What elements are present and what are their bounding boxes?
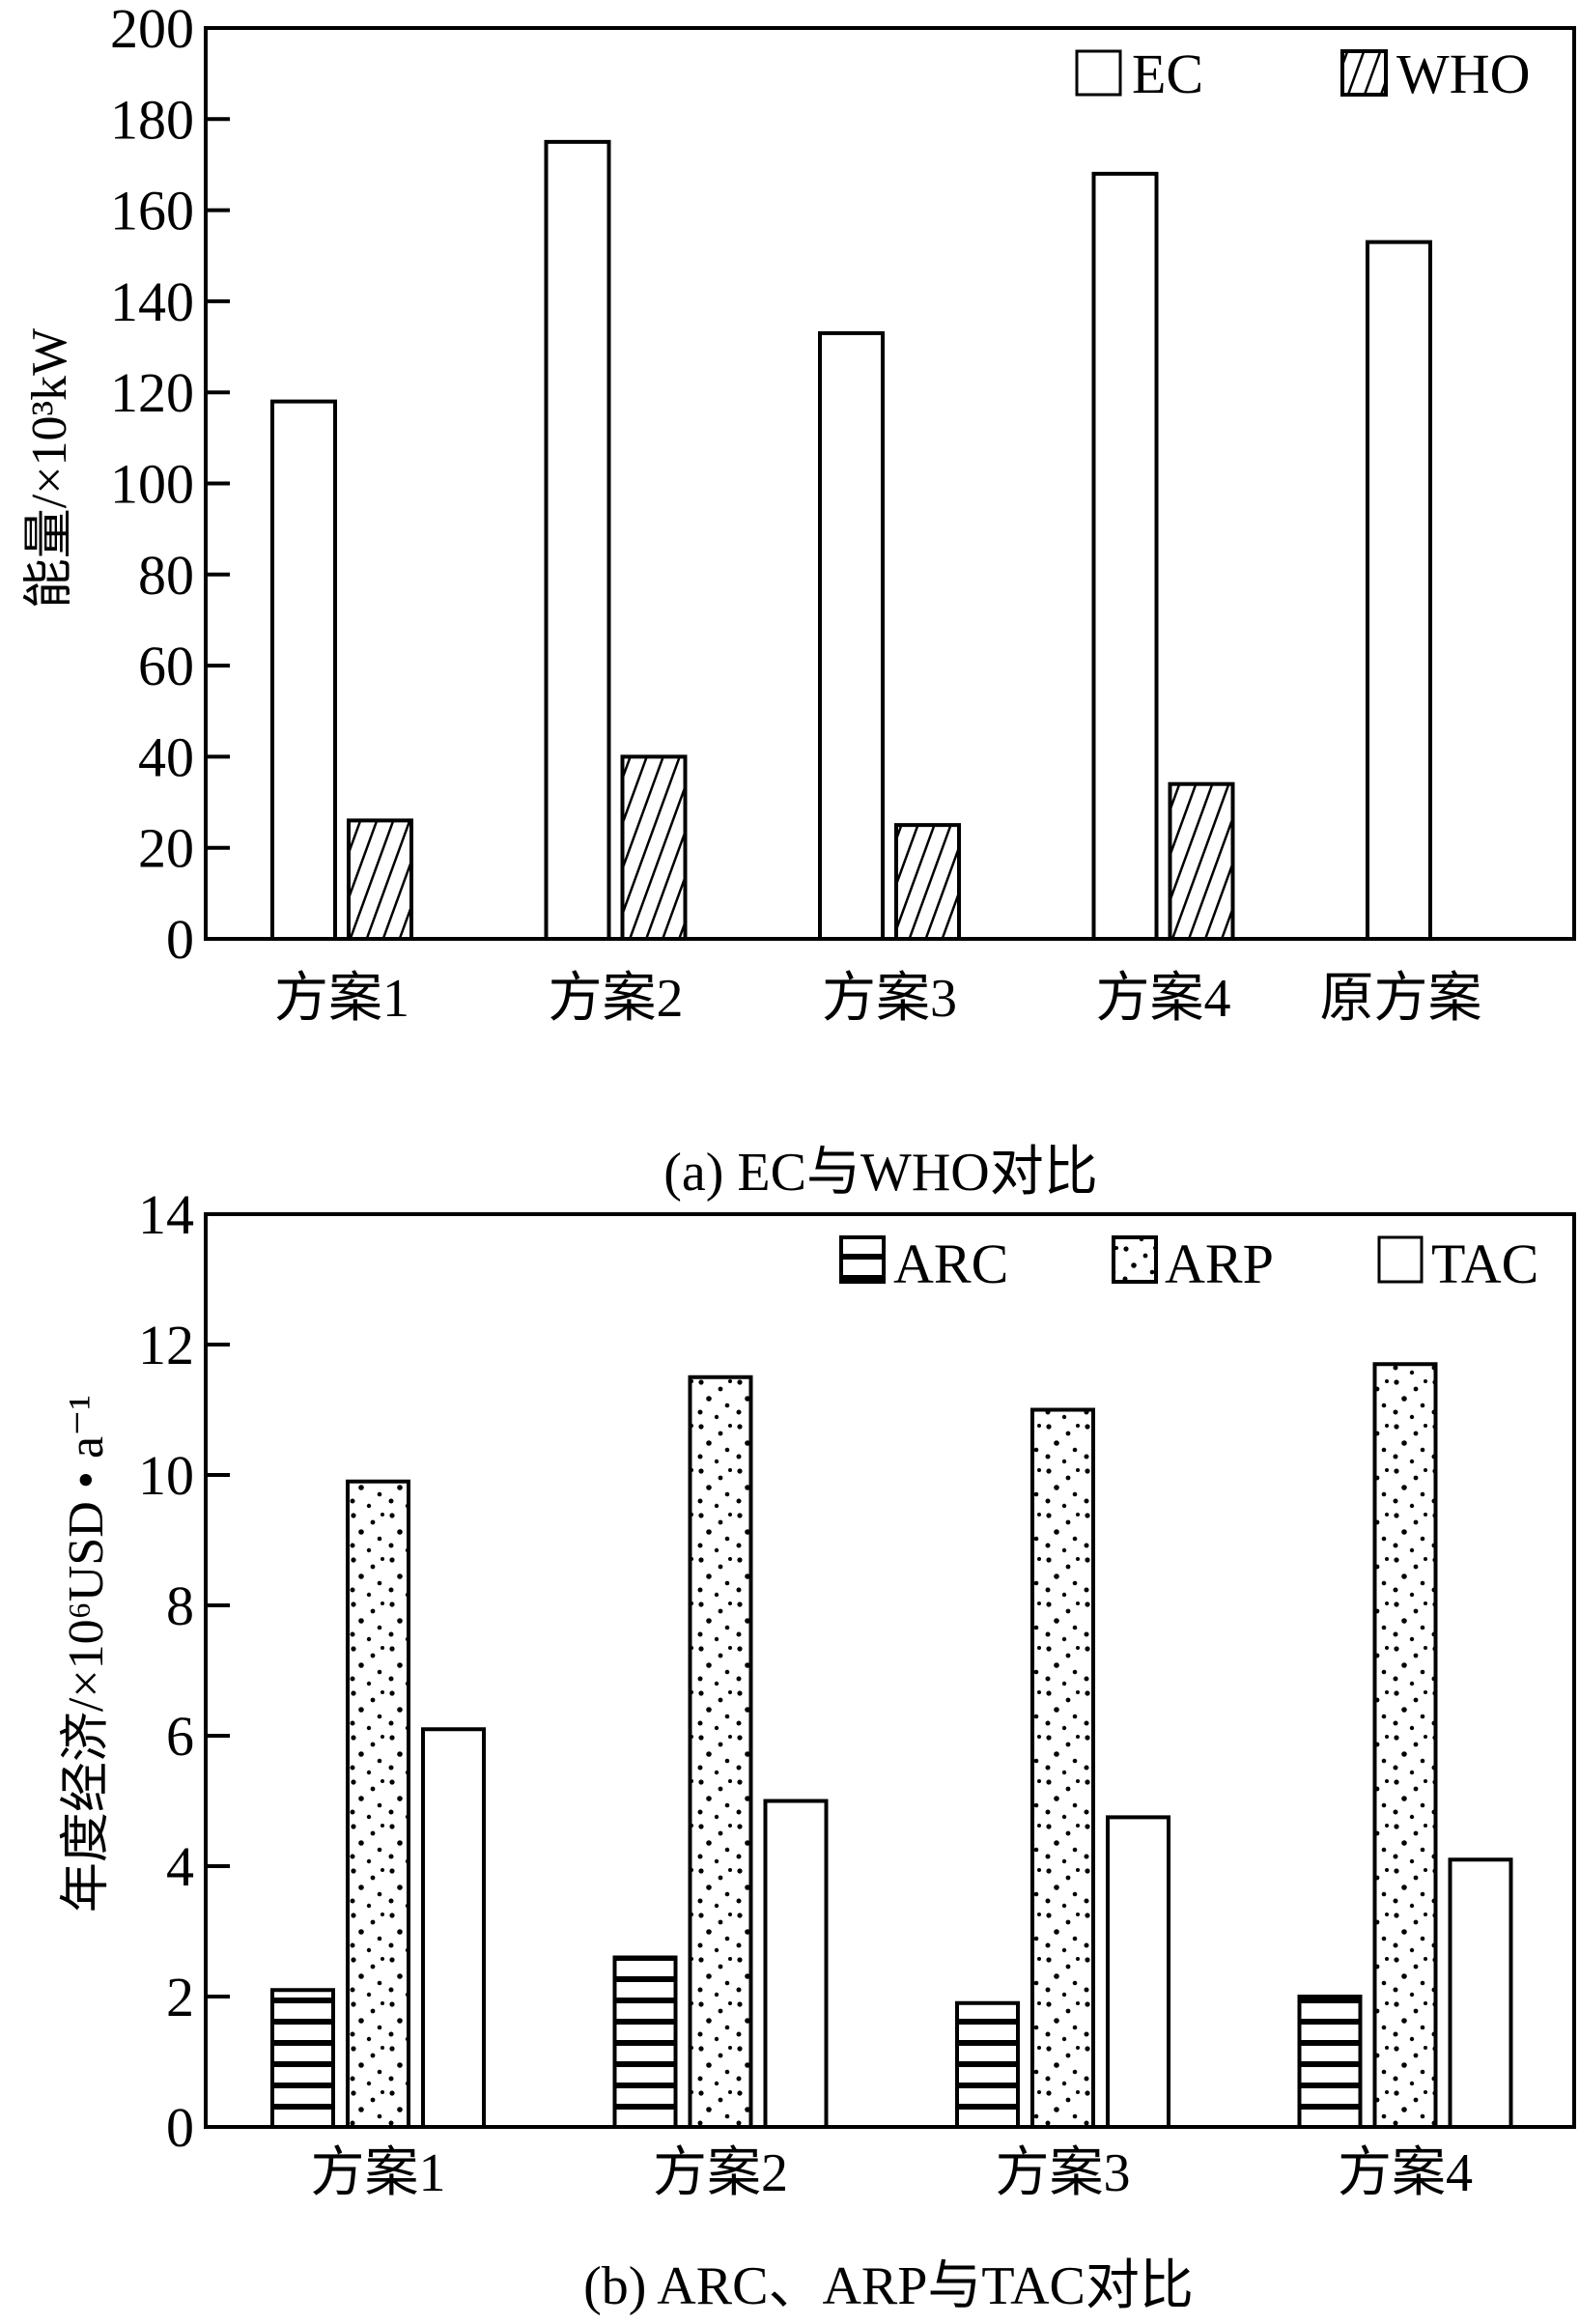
- y-tick-label: 4: [166, 1835, 194, 1898]
- chart-a: 0 20 40 60 80 100 120 140 160 180 200 方案1 方案2 方案3 方案4…: [22, 0, 1576, 1203]
- bar-arp-2: [688, 1375, 753, 2129]
- x-category-label: 方案4: [1338, 2143, 1473, 2203]
- y-tick-label: 0: [166, 908, 194, 971]
- y-tick-label: 200: [110, 0, 194, 60]
- y-tick-label: 12: [138, 1314, 194, 1376]
- legend-label-arc: ARC: [893, 1233, 1008, 1295]
- chart-b-y-ticks: 0 2 4 6 8 10 12 14: [138, 1183, 230, 2159]
- chart-b-categories: 方案1 方案2 方案3 方案4: [311, 2143, 1474, 2203]
- bar-arc-3: [955, 2000, 1020, 2129]
- chart-a-categories: 方案1 方案2 方案3 方案4 原方案: [274, 969, 1482, 1029]
- x-category-label: 方案4: [1096, 969, 1231, 1029]
- bar-arp-1: [346, 1479, 410, 2129]
- bar-ec-3: [818, 330, 885, 941]
- legend-label-who: WHO: [1396, 43, 1531, 105]
- y-tick-label: 40: [138, 725, 194, 788]
- bar-arc-4: [1297, 1995, 1363, 2129]
- legend-swatch-tac: [1377, 1235, 1424, 1284]
- y-tick-label: 60: [138, 635, 194, 697]
- x-category-label: 方案3: [996, 2143, 1131, 2203]
- x-category-label: 方案2: [549, 969, 684, 1029]
- chart-b: 0 2 4 6 8 10 12 14 方案1 方案2 方案3 方案4 年度经济/×10⁶USD • …: [59, 1183, 1576, 2316]
- chart-b-caption: (b) ARC、ARP与TAC对比: [583, 2256, 1194, 2316]
- y-tick-label: 100: [110, 453, 194, 516]
- y-tick-label: 0: [166, 2096, 194, 2159]
- y-tick-label: 14: [138, 1183, 194, 1246]
- chart-b-bars: [270, 1362, 1513, 2129]
- y-tick-label: 120: [110, 361, 194, 424]
- bar-tac-3: [1106, 1815, 1170, 2129]
- y-tick-label: 180: [110, 88, 194, 151]
- chart-a-bars: [270, 139, 1432, 942]
- y-tick-label: 140: [110, 270, 194, 333]
- bar-ec-5: [1366, 240, 1432, 942]
- y-tick-label: 2: [166, 1966, 194, 2028]
- y-tick-label: 160: [110, 180, 194, 242]
- x-category-label: 方案1: [311, 2143, 446, 2203]
- bar-tac-1: [421, 1727, 486, 2129]
- bar-tac-4: [1448, 1857, 1513, 2129]
- bar-arc-2: [612, 1955, 678, 2129]
- legend-swatch-ec: [1075, 49, 1122, 97]
- x-category-label: 原方案: [1320, 969, 1482, 1029]
- y-tick-label: 20: [138, 817, 194, 880]
- legend-swatch-who: [1340, 49, 1388, 97]
- x-category-label: 方案1: [274, 969, 409, 1029]
- y-tick-label: 10: [138, 1444, 194, 1507]
- bar-ec-4: [1091, 171, 1159, 941]
- bar-tac-2: [763, 1799, 829, 2129]
- chart-a-legend: EC WHO: [1075, 43, 1531, 105]
- bar-who-1: [347, 818, 413, 941]
- bar-who-3: [894, 823, 961, 941]
- y-tick-label: 80: [138, 544, 194, 607]
- bar-who-4: [1168, 781, 1235, 941]
- legend-swatch-arc: [839, 1235, 886, 1284]
- chart-b-legend: ARC ARP TAC: [839, 1233, 1538, 1295]
- bar-arp-4: [1372, 1362, 1438, 2129]
- chart-a-y-axis-label: 能量/×10³kW: [22, 328, 77, 609]
- bar-ec-2: [544, 139, 611, 941]
- y-tick-label: 6: [166, 1705, 194, 1768]
- x-category-label: 方案3: [822, 969, 957, 1029]
- legend-swatch-arp: [1112, 1235, 1158, 1284]
- bar-who-2: [620, 754, 688, 942]
- bar-arc-1: [270, 1988, 335, 2129]
- bar-ec-1: [270, 399, 337, 941]
- legend-label-ec: EC: [1132, 43, 1203, 105]
- chart-b-y-axis-label: 年度经济/×10⁶USD • a⁻¹: [59, 1395, 114, 1913]
- chart-a-y-ticks: 0 20 40 60 80 100 120 140 160 180 200: [110, 0, 230, 971]
- legend-label-tac: TAC: [1431, 1233, 1538, 1295]
- x-category-label: 方案2: [653, 2143, 788, 2203]
- y-tick-label: 8: [166, 1574, 194, 1637]
- legend-label-arp: ARP: [1165, 1233, 1274, 1295]
- chart-b-frame: [204, 1212, 1576, 2129]
- chart-a-caption: (a) EC与WHO对比: [663, 1143, 1097, 1203]
- bar-arp-3: [1030, 1407, 1095, 2129]
